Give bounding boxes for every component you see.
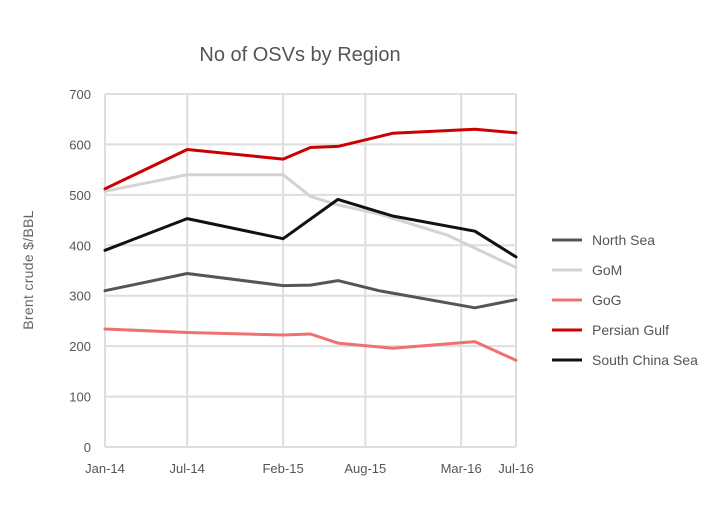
y-tick-label: 0 (84, 440, 91, 455)
y-tick-label: 700 (69, 87, 91, 102)
legend: North Sea GoM GoG Persian Gulf South China S… (552, 232, 698, 368)
y-tick-label: 500 (69, 188, 91, 203)
y-tick-label: 300 (69, 289, 91, 304)
grid (104, 93, 517, 448)
y-tick-label: 100 (69, 390, 91, 405)
x-tick-label: Jul-16 (498, 461, 533, 476)
series-line-gog (103, 327, 518, 362)
y-tick-label: 400 (69, 238, 91, 253)
legend-label: Persian Gulf (592, 322, 669, 338)
series-line-south-china-sea (103, 197, 518, 259)
series-line-persian-gulf (103, 127, 518, 191)
y-tick-label: 600 (69, 137, 91, 152)
y-tick-label: 200 (69, 339, 91, 354)
series-lines (103, 127, 518, 362)
chart-title: No of OSVs by Region (199, 44, 401, 66)
legend-label: North Sea (592, 232, 655, 248)
y-axis-ticks: 0 100 200 300 400 500 600 700 (69, 87, 91, 455)
legend-label: GoG (592, 292, 622, 308)
x-tick-label: Mar-16 (441, 461, 482, 476)
series-line-north-sea (103, 272, 518, 310)
x-tick-label: Jan-14 (85, 461, 125, 476)
x-tick-label: Aug-15 (344, 461, 386, 476)
x-axis-ticks: Jan-14 Jul-14 Feb-15 Aug-15 Mar-16 Jul-16 (85, 461, 534, 476)
series-line-gom (103, 173, 518, 269)
legend-label: GoM (592, 262, 622, 278)
legend-label: South China Sea (592, 352, 698, 368)
x-tick-label: Feb-15 (262, 461, 303, 476)
x-tick-label: Jul-14 (169, 461, 204, 476)
